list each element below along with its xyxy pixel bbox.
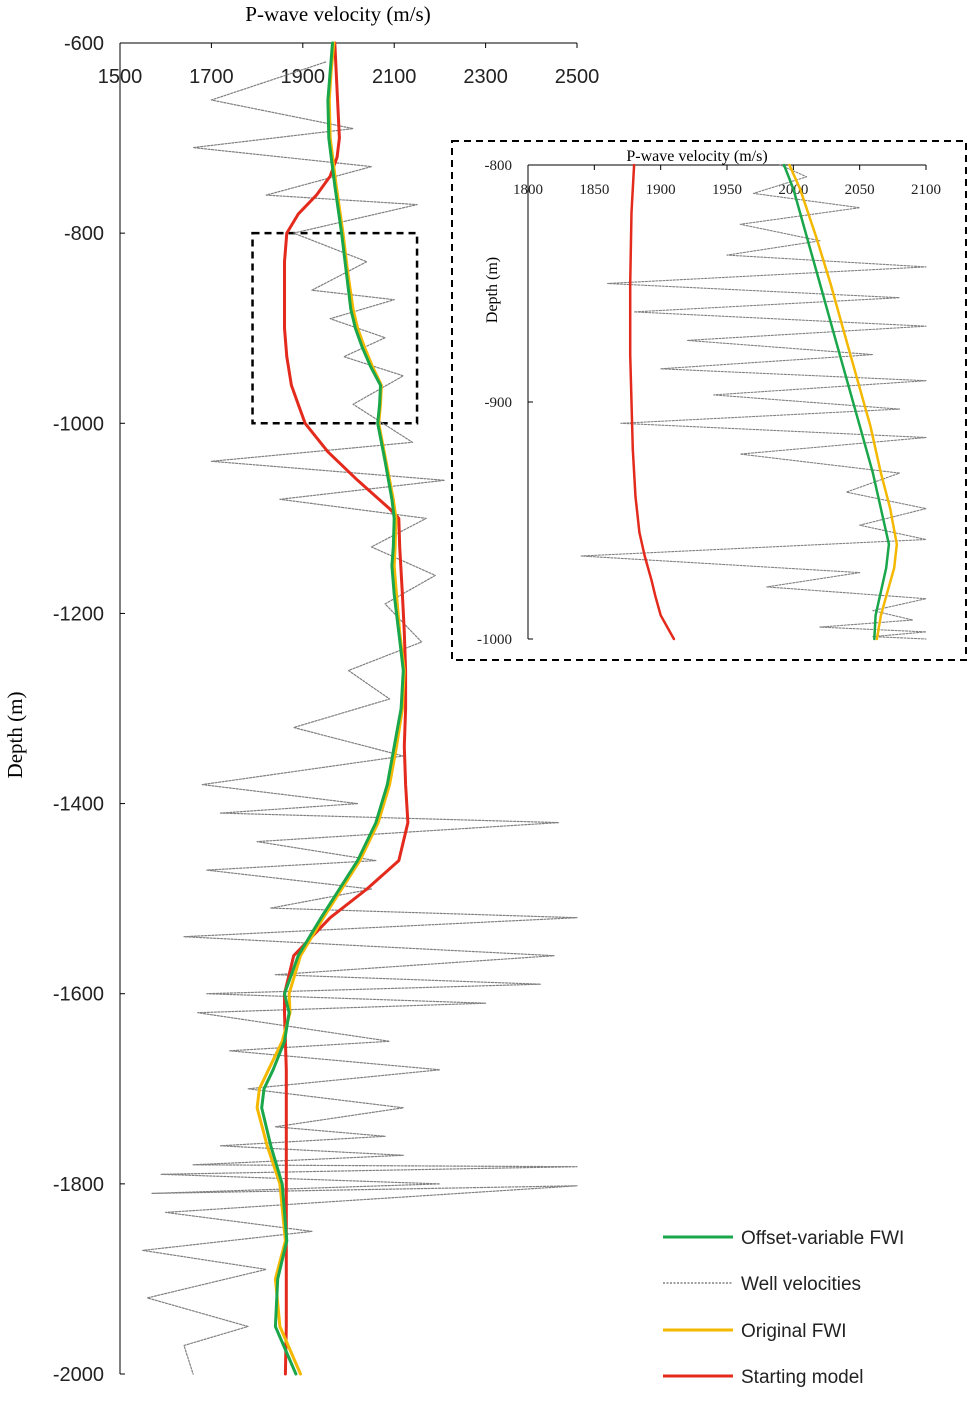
main-y-axis-title: Depth (m)	[3, 692, 27, 779]
inset-y-tick-label: -800	[485, 158, 513, 174]
inset-x-tick-label: 1900	[646, 182, 676, 198]
main-series-line-starting-model	[283, 41, 410, 1376]
inset-x-tick-label: 1800	[513, 182, 543, 198]
main-series-line-well-velocities	[142, 61, 578, 1375]
inset-y-tick-label: -1000	[477, 632, 512, 648]
main-y-tick-label: -1600	[53, 984, 104, 1006]
legend-label-original-fwi: Original FWI	[741, 1321, 847, 1342]
main-y-tick-label: -1200	[53, 603, 104, 625]
legend: Offset-variable FWI Well velocities Orig…	[663, 1228, 904, 1388]
inset-y-axis-title: Depth (m)	[484, 257, 501, 323]
main-x-tick-label: 2300	[463, 66, 508, 88]
main-y-tick-label: -600	[64, 33, 104, 55]
main-y-tick-label: -800	[64, 223, 104, 245]
inset-x-tick-label: 2050	[845, 182, 875, 198]
inset-plot-area: 1800 1850 1900 1950 2000 2050 2100-800-900-100…	[477, 158, 941, 648]
inset-series-line-well-velocities	[580, 164, 927, 640]
inset-series-line-offset-variable-fwi	[782, 163, 891, 641]
main-x-axis-title: P-wave velocity (m/s)	[245, 2, 430, 26]
main-x-tick-label: 1700	[189, 66, 234, 88]
main-series-line-offset-variable-fwi	[260, 41, 405, 1376]
inset-series-line-starting-model	[628, 163, 676, 641]
inset-x-tick-label: 1850	[579, 182, 609, 198]
inset-series-line-original-fwi	[788, 163, 899, 641]
legend-label-well-velocities: Well velocities	[741, 1274, 861, 1295]
main-y-tick-label: -1000	[53, 413, 104, 435]
main-y-tick-label: -1400	[53, 794, 104, 816]
legend-label-offset-variable-fwi: Offset-variable FWI	[741, 1228, 904, 1249]
main-y-tick-label: -2000	[53, 1364, 104, 1386]
inset-y-tick-label: -900	[485, 395, 513, 411]
main-y-tick-label: -1800	[53, 1174, 104, 1196]
inset-x-tick-label: 1950	[712, 182, 742, 198]
main-x-tick-label: 1500	[98, 66, 143, 88]
inset-x-tick-label: 2100	[911, 182, 941, 198]
inset-x-axis-title: P-wave velocity (m/s)	[626, 148, 767, 165]
main-x-tick-label: 1900	[281, 66, 326, 88]
inset-frame	[451, 140, 967, 661]
main-x-tick-label: 2500	[555, 66, 600, 88]
main-x-tick-label: 2100	[372, 66, 417, 88]
main-plot-area: 1500 1700 1900 2100 2300 2500 -600 -800 -1000 -12…	[53, 33, 599, 1386]
legend-label-starting-model: Starting model	[741, 1367, 864, 1388]
zoom-region-box	[251, 231, 419, 425]
